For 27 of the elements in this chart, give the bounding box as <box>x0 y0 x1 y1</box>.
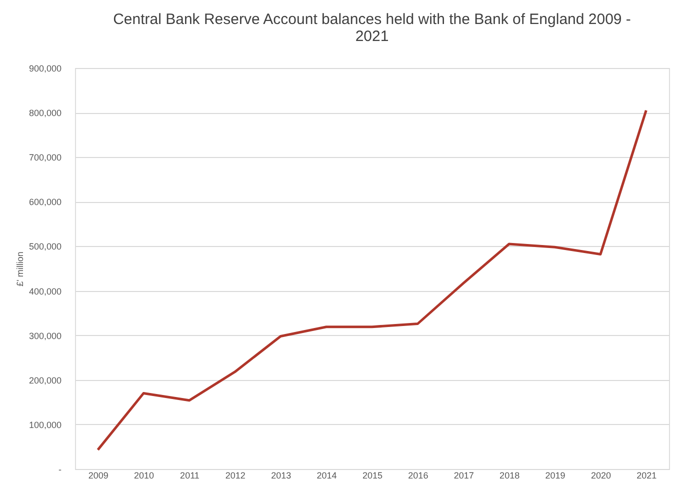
x-tick-label: 2018 <box>500 470 520 480</box>
y-tick-label: 100,000 <box>28 420 62 430</box>
y-tick-label: 400,000 <box>28 286 62 296</box>
x-tick-label: 2010 <box>134 470 154 480</box>
y-tick-label: 600,000 <box>28 197 62 208</box>
x-tick-label: 2013 <box>271 470 292 480</box>
x-tick-label: 2014 <box>316 470 337 480</box>
y-tick-label: 900,000 <box>28 64 62 74</box>
y-tick-label: 500,000 <box>28 242 62 252</box>
text: Central Bank Reserve Account balances held with the Bank of England 2009 - <box>113 11 631 28</box>
x-tick-label: 2012 <box>225 470 246 480</box>
y-tick-label: 300,000 <box>28 330 62 341</box>
y-tick-label: 200,000 <box>28 375 62 386</box>
line-series <box>96 109 648 452</box>
x-tick-label: 2011 <box>180 470 200 480</box>
x-tick-label: 2019 <box>545 470 566 480</box>
y-tick-label: 800,000 <box>28 108 62 118</box>
x-tick-label: 2009 <box>88 470 108 480</box>
y-tick-label: 700,000 <box>28 152 62 163</box>
category-label: 2021 <box>355 28 389 45</box>
x-tick-label: 2016 <box>408 470 428 480</box>
x-tick-label: 2021 <box>636 470 657 480</box>
x-tick-label: 2015 <box>362 470 383 480</box>
y-tick-label: - <box>58 464 62 474</box>
y-axis-title: £' million <box>14 252 25 286</box>
x-tick-label: 2017 <box>454 470 474 480</box>
x-tick-label: 2020 <box>590 470 611 480</box>
